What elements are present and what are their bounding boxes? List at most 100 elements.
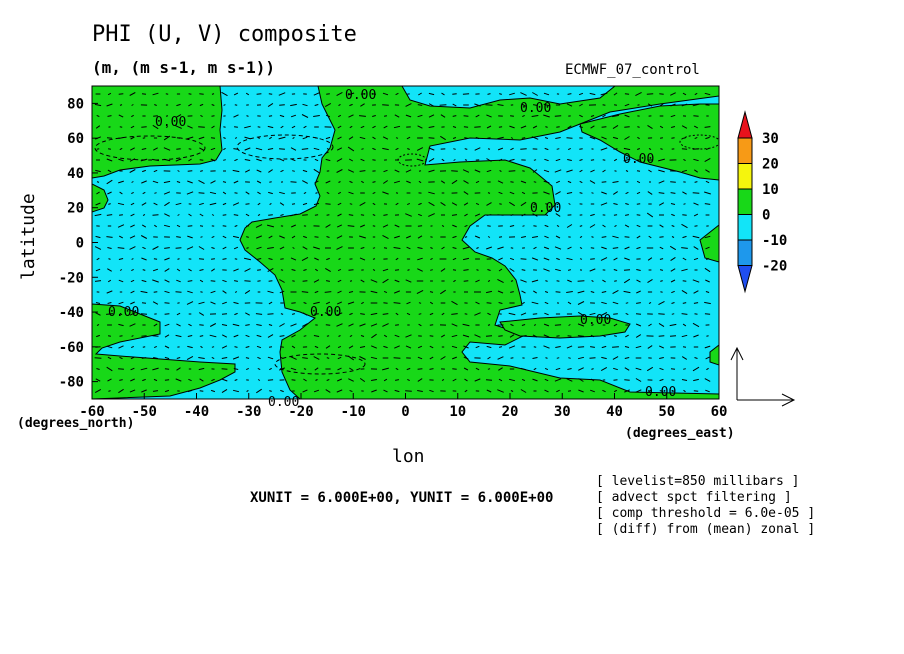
wind-vector	[417, 235, 423, 239]
wind-vector	[428, 157, 435, 163]
wind-vector	[337, 114, 342, 118]
wind-vector	[462, 323, 470, 327]
wind-vector	[314, 345, 319, 349]
wind-vector	[440, 180, 446, 184]
wind-vector	[637, 126, 640, 128]
wind-vector	[487, 368, 491, 370]
wind-vector	[578, 92, 584, 96]
colorbar-label: 30	[762, 131, 779, 147]
wind-vector	[543, 191, 550, 195]
wind-vector	[360, 103, 365, 107]
wind-vector	[692, 279, 700, 283]
wind-vector	[257, 213, 261, 217]
wind-vector	[417, 247, 423, 249]
wind-vector	[314, 290, 319, 294]
wind-vector	[486, 246, 492, 250]
wind-vector	[95, 302, 101, 304]
wind-vector	[165, 126, 169, 128]
wind-vector	[659, 258, 664, 260]
wind-vector	[394, 279, 400, 283]
wind-vector	[372, 115, 376, 117]
wind-vector	[509, 125, 515, 129]
wind-vector	[291, 125, 296, 129]
wind-vector	[209, 323, 217, 327]
wind-vector	[140, 290, 148, 294]
wind-vector	[130, 290, 135, 294]
wind-vector	[623, 290, 631, 294]
wind-vector	[280, 346, 284, 348]
wind-vector	[486, 169, 492, 173]
wind-vector	[508, 312, 516, 316]
experiment-label: ECMWF_07_control	[565, 62, 700, 78]
wind-vector	[211, 214, 215, 216]
wind-vector	[636, 203, 641, 205]
wind-vector	[186, 191, 194, 195]
wind-vector	[555, 137, 561, 139]
wind-vector	[337, 367, 342, 371]
wind-vector	[692, 148, 700, 150]
wind-vector	[658, 169, 665, 173]
wind-vector	[337, 136, 342, 140]
wind-vector	[671, 379, 675, 381]
contour-ellipse-3	[274, 353, 366, 375]
wind-vector	[578, 367, 584, 371]
wind-vector	[211, 104, 215, 106]
wind-vector	[394, 290, 400, 294]
wind-vector	[336, 301, 343, 305]
wind-vector	[705, 169, 710, 173]
wind-vector	[187, 280, 193, 282]
wind-vector	[487, 192, 491, 194]
wind-vector	[359, 235, 366, 239]
wind-vector	[451, 214, 458, 216]
y-tick-label: -80	[59, 375, 84, 391]
wind-vector	[221, 357, 228, 359]
wind-vector	[291, 379, 296, 381]
wind-vector	[600, 147, 608, 151]
wind-vector	[589, 136, 596, 140]
wind-vector	[279, 158, 285, 162]
wind-vector	[290, 356, 297, 360]
wind-vector	[681, 313, 688, 315]
wind-vector	[669, 323, 677, 327]
wind-vector	[521, 213, 526, 217]
wind-vector	[613, 148, 618, 150]
wind-vector	[555, 180, 561, 184]
wind-vector	[245, 213, 250, 217]
wind-vector	[531, 279, 539, 283]
wind-vector	[95, 268, 101, 272]
wind-vector	[499, 93, 502, 95]
wind-vector	[543, 345, 550, 349]
wind-vector	[302, 180, 308, 184]
wind-vector	[417, 368, 423, 370]
wind-vector	[612, 114, 619, 118]
wind-vector	[256, 345, 262, 349]
wind-vector	[302, 214, 308, 216]
wind-vector	[383, 214, 388, 216]
wind-vector	[498, 335, 503, 337]
wind-vector	[522, 301, 525, 305]
wind-vector	[302, 389, 308, 393]
wind-vector	[188, 323, 192, 327]
wind-vector	[406, 367, 411, 371]
wind-vector	[347, 355, 355, 361]
wind-vector	[210, 137, 216, 139]
wind-vector	[498, 378, 503, 382]
wind-vector	[601, 356, 607, 360]
wind-vector	[153, 345, 158, 349]
wind-vector	[221, 324, 228, 326]
wind-vector	[659, 357, 664, 359]
wind-vector	[659, 246, 664, 250]
wind-vector	[186, 301, 194, 305]
wind-vector	[313, 115, 320, 117]
wind-vector	[187, 290, 193, 294]
wind-vector	[441, 246, 445, 250]
wind-vector	[359, 323, 366, 327]
colorbar-segment	[737, 239, 753, 266]
wind-vector	[705, 246, 710, 250]
wind-vector	[589, 180, 596, 184]
wind-vector	[578, 389, 584, 393]
wind-vector	[498, 257, 503, 261]
wind-vector	[636, 191, 641, 195]
wind-vector	[198, 246, 205, 250]
wind-vector	[131, 258, 134, 260]
